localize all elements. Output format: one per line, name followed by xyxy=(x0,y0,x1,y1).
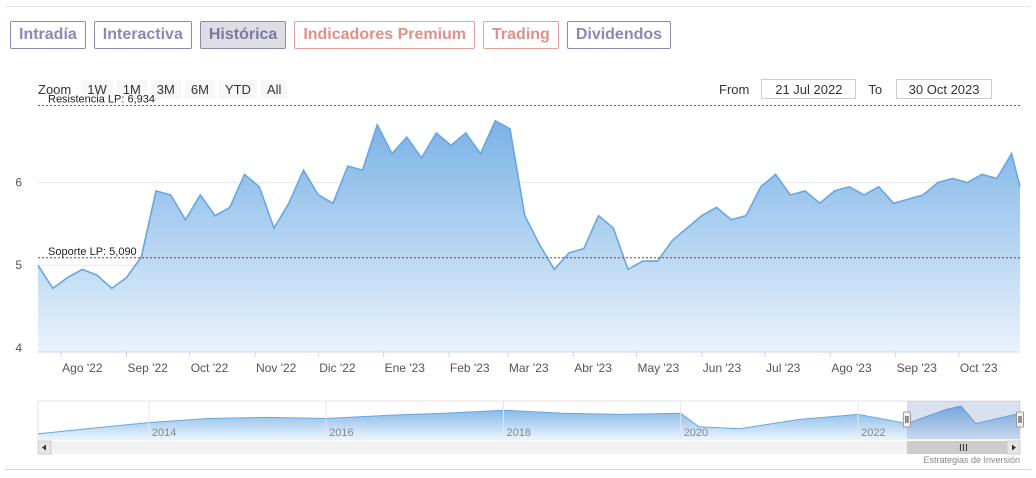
navigator-year-label: 2016 xyxy=(329,427,353,439)
scrollbar-track[interactable] xyxy=(38,441,1020,454)
chart-credit: Estrategias de Inversión xyxy=(923,455,1020,465)
price-line xyxy=(37,119,1021,290)
navigator-area xyxy=(38,406,1020,439)
to-date-input[interactable]: 30 Oct 2023 xyxy=(896,79,993,99)
price-area xyxy=(38,120,1020,352)
to-label: To xyxy=(868,81,883,97)
tab-dividendos[interactable]: Dividendos xyxy=(566,21,672,49)
chart-tabs: Intradía Interactiva Histórica Indicador… xyxy=(10,21,672,49)
x-tick-label: Jun '23 xyxy=(703,361,742,375)
x-tick-label: Sep '23 xyxy=(897,361,938,375)
scrollbar[interactable] xyxy=(37,440,1021,455)
zoom-selector: Zoom 1W 1M 3M 6M YTD All xyxy=(38,80,288,99)
bottom-divider xyxy=(5,469,1031,470)
zoom-1w-button[interactable]: 1W xyxy=(81,80,113,99)
y-tick-label: 4 xyxy=(15,341,22,355)
navigator-year-label: 2020 xyxy=(684,427,708,439)
zoom-1m-button[interactable]: 1M xyxy=(116,80,147,99)
tab-historica[interactable]: Histórica xyxy=(199,21,287,49)
support-label: Soporte LP: 5,090 xyxy=(48,246,137,258)
scrollbar-grip-icon xyxy=(959,444,967,451)
navigator-year-label: 2022 xyxy=(861,427,885,439)
scroll-left-arrow-icon xyxy=(42,444,46,451)
navigator-year-label: 2014 xyxy=(152,427,176,439)
from-date-input[interactable]: 21 Jul 2022 xyxy=(761,79,857,99)
zoom-6m-button[interactable]: 6M xyxy=(184,80,215,99)
x-tick-label: Feb '23 xyxy=(450,361,490,375)
top-divider xyxy=(5,6,1031,7)
x-tick-label: Sep '22 xyxy=(128,361,169,375)
navigator[interactable]: 2014 2016 2018 2020 2022 xyxy=(37,400,1024,440)
x-tick-label: Jul '23 xyxy=(766,361,801,375)
y-tick-label: 6 xyxy=(15,176,22,190)
navigator-selected-range[interactable] xyxy=(906,401,1020,439)
x-tick-label: Ago '22 xyxy=(62,361,103,375)
zoom-label: Zoom xyxy=(38,82,72,97)
tab-intradia[interactable]: Intradía xyxy=(10,21,86,49)
tab-trading[interactable]: Trading xyxy=(483,21,559,49)
tab-interactiva[interactable]: Interactiva xyxy=(93,21,192,49)
y-axis-ticks: 4 5 6 xyxy=(15,176,22,355)
x-tick-label: May '23 xyxy=(637,361,679,375)
navigator-handle-icon xyxy=(902,411,911,428)
x-tick-label: Abr '23 xyxy=(574,361,612,375)
zoom-ytd-button[interactable]: YTD xyxy=(218,80,257,99)
navigator-ticks: 2014 2016 2018 2020 2022 xyxy=(148,401,886,439)
x-tick-label: Nov '22 xyxy=(256,361,297,375)
x-axis-ticks: Ago '22 Sep '22 Oct '22 Nov '22 Dic '22 Ene '… xyxy=(60,352,998,375)
x-tick-label: Oct '23 xyxy=(960,361,998,375)
zoom-3m-button[interactable]: 3M xyxy=(150,80,181,99)
x-tick-label: Mar '23 xyxy=(509,361,549,375)
tab-indicadores-premium[interactable]: Indicadores Premium xyxy=(294,21,476,49)
navigator-line xyxy=(37,405,1021,435)
from-label: From xyxy=(719,81,750,97)
zoom-all-button[interactable]: All xyxy=(260,80,288,99)
resistance-label: Resistencia LP: 6,934 xyxy=(48,93,155,105)
x-tick-label: Ene '23 xyxy=(385,361,426,375)
x-tick-label: Ago '23 xyxy=(831,361,872,375)
date-range: From 21 Jul 2022 To 30 Oct 2023 xyxy=(719,79,993,99)
navigator-handles[interactable] xyxy=(902,411,1024,428)
x-tick-label: Dic '22 xyxy=(319,361,356,375)
scroll-right-arrow-icon xyxy=(1012,444,1016,451)
navigator-handle-icon xyxy=(1016,411,1024,428)
x-tick-label: Oct '22 xyxy=(191,361,229,375)
navigator-year-label: 2018 xyxy=(507,427,531,439)
y-tick-label: 5 xyxy=(15,258,22,272)
